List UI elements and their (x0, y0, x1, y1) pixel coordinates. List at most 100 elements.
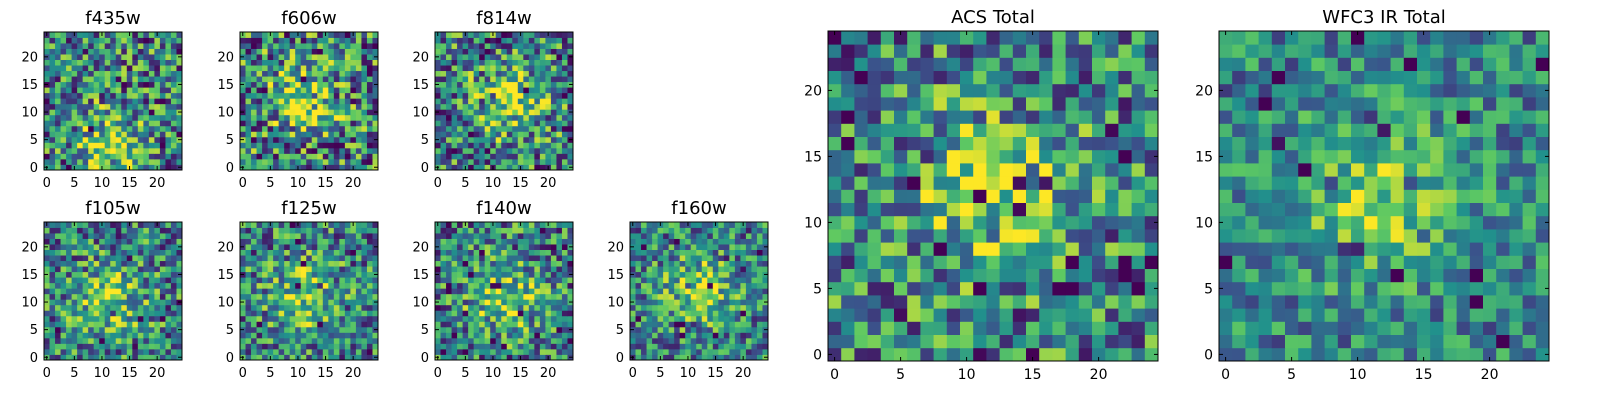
heatmap-cell (154, 131, 161, 138)
heatmap-cell (350, 114, 357, 121)
heatmap-cell (77, 98, 84, 105)
heatmap-cell (561, 255, 568, 262)
heatmap-cell (154, 142, 161, 149)
heatmap-cell (110, 299, 117, 306)
heatmap-cell (490, 43, 497, 49)
heatmap-cell (484, 249, 491, 256)
heatmap-cell (690, 282, 697, 289)
heatmap-cell (740, 244, 747, 250)
heatmap-cell (176, 238, 183, 245)
heatmap-cell (701, 255, 708, 262)
heatmap-cell (126, 299, 133, 306)
heatmap-cell (723, 293, 730, 300)
heatmap-cell (841, 347, 855, 362)
heatmap-cell (468, 326, 475, 333)
heatmap-cell (1131, 255, 1146, 269)
heatmap-cell (328, 233, 335, 239)
heatmap-cell (484, 260, 491, 267)
heatmap-cell (284, 310, 291, 317)
heatmap-cell (372, 282, 379, 289)
heatmap-cell (986, 149, 1000, 164)
heatmap-cell (1131, 308, 1146, 322)
heatmap-cell (256, 348, 263, 355)
heatmap-cell (300, 136, 307, 143)
heatmap-cell (462, 48, 469, 55)
heatmap-cell (440, 32, 447, 38)
heatmap-cell (273, 282, 280, 289)
heatmap-cell (311, 260, 318, 267)
y-tick-label: 10 (412, 296, 429, 311)
heatmap-cell (44, 76, 50, 83)
heatmap-cell (132, 293, 139, 300)
heatmap-cell (473, 238, 480, 245)
heatmap-cell (170, 293, 177, 300)
heatmap-cell (451, 244, 458, 250)
heatmap-cell (462, 244, 469, 250)
x-tick-label: 0 (239, 176, 247, 191)
heatmap-cell (986, 255, 1000, 269)
heatmap-cell (751, 233, 758, 239)
heatmap-cell (104, 43, 111, 49)
heatmap-cell (707, 266, 714, 273)
heatmap-cell (311, 81, 318, 88)
heatmap-cell (82, 136, 89, 143)
heatmap-cell (82, 288, 89, 295)
heatmap-cell (729, 222, 736, 228)
heatmap-cell (143, 98, 150, 105)
heatmap-cell (506, 227, 513, 234)
panel-title: f814w (476, 8, 531, 29)
heatmap-cell (99, 147, 106, 154)
heatmap-cell (986, 163, 1000, 177)
heatmap-cell (170, 103, 177, 110)
heatmap-cell (745, 238, 752, 245)
heatmap-cell (311, 59, 318, 66)
heatmap-cell (88, 282, 95, 289)
heatmap-cell (60, 277, 67, 284)
heatmap-cell (121, 304, 128, 311)
heatmap-cell (652, 310, 658, 317)
heatmap-cell (311, 147, 318, 154)
heatmap-cell (165, 92, 172, 99)
heatmap-cell (462, 271, 469, 278)
heatmap-cell (82, 222, 89, 228)
heatmap-cell (534, 332, 541, 339)
heatmap-cell (93, 43, 100, 49)
x-tick-label: 20 (149, 366, 166, 381)
heatmap-cell (306, 354, 313, 361)
heatmap-cell (295, 158, 302, 165)
heatmap-cell (556, 103, 563, 110)
heatmap-cell (867, 189, 882, 203)
heatmap-cell (685, 288, 692, 295)
heatmap-cell (132, 332, 139, 339)
heatmap-cell (745, 260, 752, 267)
heatmap-cell (446, 65, 452, 72)
heatmap-cell (880, 295, 895, 309)
heatmap-cell (350, 147, 357, 154)
heatmap-cell (311, 98, 318, 105)
heatmap-cell (93, 65, 100, 72)
heatmap-cell (148, 43, 155, 49)
heatmap-cell (267, 343, 274, 350)
heatmap-cell (1144, 268, 1159, 283)
heatmap-cell (339, 54, 346, 60)
heatmap-cell (251, 332, 257, 339)
heatmap-cell (1118, 229, 1132, 243)
heatmap-cell (718, 255, 725, 262)
heatmap-cell (143, 48, 150, 55)
heatmap-cell (718, 326, 725, 333)
heatmap-cell (545, 304, 552, 311)
heatmap-cell (115, 147, 122, 154)
heatmap-cell (339, 37, 346, 44)
heatmap-cell (256, 222, 263, 228)
heatmap-cell (468, 98, 475, 105)
heatmap-cell (306, 238, 313, 245)
heatmap-cell (690, 244, 697, 250)
heatmap-cell (457, 125, 463, 132)
heatmap-cell (55, 76, 61, 83)
heatmap-cell (273, 59, 280, 66)
heatmap-cell (523, 332, 530, 339)
heatmap-cell (440, 299, 447, 306)
heatmap-cell (159, 260, 166, 267)
heatmap-cell (311, 125, 318, 132)
heatmap-cell (154, 266, 161, 273)
